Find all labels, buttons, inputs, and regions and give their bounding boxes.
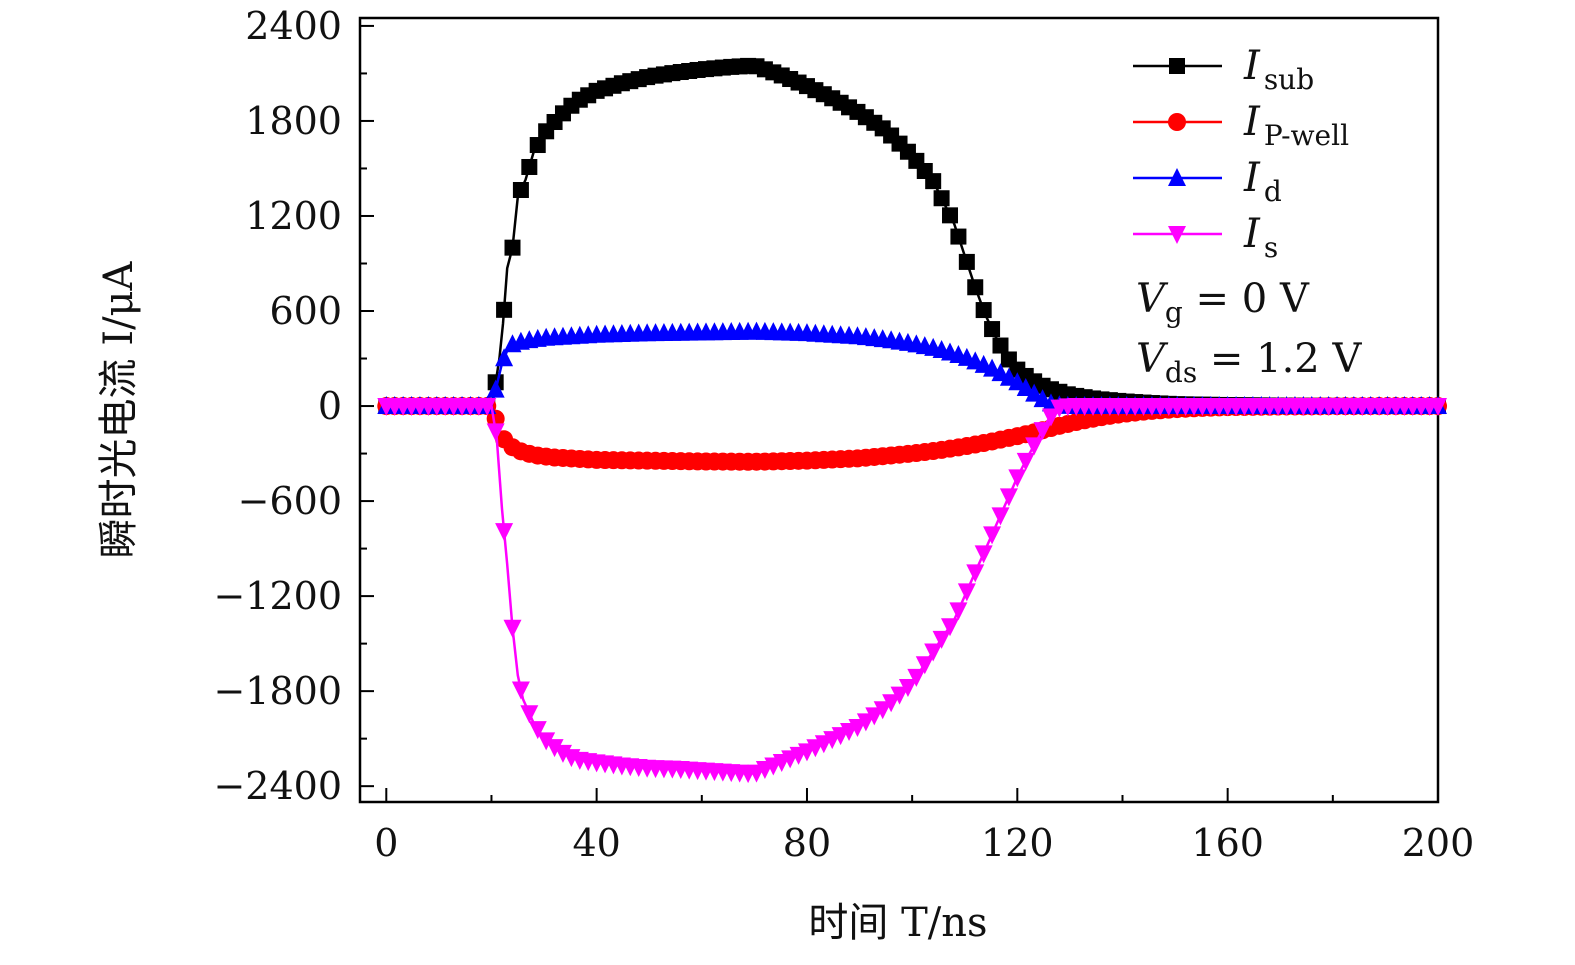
data-point <box>511 681 530 700</box>
data-point <box>992 337 1009 354</box>
data-point <box>958 253 975 270</box>
x-tick-label: 160 <box>1191 821 1264 865</box>
data-point <box>950 228 967 245</box>
data-point <box>942 207 959 224</box>
data-point <box>478 398 497 417</box>
legend-marker <box>1168 168 1186 186</box>
data-point <box>933 190 950 207</box>
axis-ticks <box>360 24 1439 802</box>
data-point <box>925 173 942 190</box>
data-point <box>1016 452 1035 471</box>
data-point <box>967 279 984 296</box>
data-point <box>941 618 960 637</box>
data-point <box>924 643 943 662</box>
data-point <box>1008 372 1027 391</box>
axis-tick-labels: 0 40 80 120 160 200 −2400 −1800 −1200 −600 0 600 120… <box>213 4 1474 865</box>
data-point <box>1033 422 1052 441</box>
data-point <box>932 630 951 649</box>
data-point <box>486 409 505 428</box>
data-point <box>898 679 917 698</box>
data-point <box>957 583 976 602</box>
y-tick-label: 1200 <box>245 194 342 238</box>
data-point <box>907 668 926 687</box>
data-point <box>984 321 1001 338</box>
y-tick-label: −1800 <box>213 669 342 713</box>
data-point <box>974 545 993 564</box>
data-point <box>521 158 538 175</box>
data-point <box>504 239 521 256</box>
y-tick-label: 600 <box>269 289 342 333</box>
series-layer <box>377 57 1447 784</box>
data-point <box>949 602 968 621</box>
y-tick-label: −2400 <box>213 764 342 808</box>
data-point <box>975 302 992 319</box>
data-point <box>966 564 985 583</box>
data-point <box>495 348 514 367</box>
series-I_s <box>377 398 1447 784</box>
y-axis-title: 瞬时光电流 I/μA <box>96 260 142 558</box>
data-point <box>529 137 546 154</box>
data-point <box>537 732 556 751</box>
data-point <box>999 488 1018 507</box>
x-tick-label: 120 <box>981 821 1054 865</box>
y-tick-label: −1200 <box>213 574 342 618</box>
legend-label: I P-well <box>1243 99 1349 152</box>
x-tick-label: 80 <box>783 821 831 865</box>
x-tick-label: 0 <box>374 821 398 865</box>
condition-annotations: Vg = 0 V Vds = 1.2 V <box>1136 276 1362 389</box>
data-point <box>915 656 934 675</box>
data-point <box>486 379 505 398</box>
y-tick-label: 2400 <box>245 4 342 48</box>
x-tick-label: 40 <box>572 821 620 865</box>
data-point <box>991 507 1010 526</box>
data-point <box>503 619 522 638</box>
condition-label: Vg = 0 V <box>1136 276 1310 329</box>
data-point <box>1008 469 1027 488</box>
data-point <box>512 182 529 199</box>
y-tick-label: 0 <box>318 384 342 428</box>
data-point <box>856 713 875 732</box>
y-tick-label: 1800 <box>245 99 342 143</box>
data-point <box>890 686 909 705</box>
condition-label: Vds = 1.2 V <box>1136 336 1362 389</box>
data-point <box>882 694 901 713</box>
data-point <box>865 707 884 726</box>
data-point <box>1025 437 1044 456</box>
data-point <box>528 721 547 740</box>
legend-marker <box>1168 226 1186 244</box>
legend-marker <box>1169 58 1185 74</box>
data-point <box>496 301 513 318</box>
data-point <box>520 705 539 724</box>
data-point <box>1429 398 1447 417</box>
data-point <box>545 739 564 758</box>
data-point <box>1041 408 1060 427</box>
data-point <box>495 523 514 542</box>
x-tick-label: 200 <box>1402 821 1475 865</box>
y-tick-label: −600 <box>238 479 342 523</box>
data-point <box>1016 377 1035 396</box>
data-point <box>486 423 505 442</box>
legend-marker <box>1168 113 1186 131</box>
data-point <box>873 701 892 720</box>
x-axis-title: 时间 T/ns <box>808 900 987 946</box>
data-point <box>983 526 1002 545</box>
